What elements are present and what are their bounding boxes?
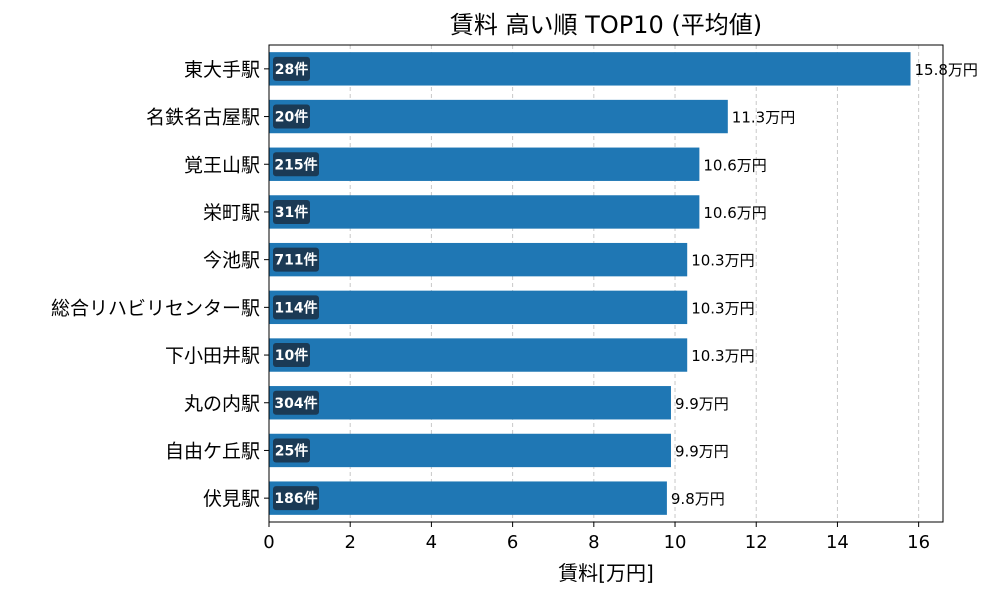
bar: [269, 338, 688, 372]
bar: [269, 242, 688, 277]
bar-value-label: 11.3万円: [732, 109, 795, 127]
bar-value-label: 10.6万円: [703, 204, 766, 222]
bar-value-label: 15.8万円: [915, 61, 978, 79]
category-label: 今池駅: [203, 250, 260, 272]
count-badge: [273, 343, 310, 368]
x-tick-label: 4: [426, 532, 437, 553]
bar: [269, 481, 667, 515]
bar: [269, 147, 700, 181]
count-label: 215件: [274, 156, 317, 173]
x-tick-label: 6: [507, 532, 518, 553]
y-axis-categories: 東大手駅名鉄名古屋駅覚王山駅栄町駅今池駅総合リハビリセンター駅下小田井駅丸の内駅…: [51, 59, 269, 510]
x-tick-label: 2: [344, 532, 355, 553]
bar-value-label: 9.9万円: [675, 395, 729, 413]
bar-value-label: 9.9万円: [675, 442, 729, 460]
bar-value-label: 10.6万円: [703, 156, 766, 174]
count-label: 186件: [274, 490, 317, 507]
count-label: 114件: [274, 299, 317, 316]
count-label: 25件: [275, 442, 308, 459]
x-tick-label: 12: [745, 532, 768, 553]
category-label: 覚王山駅: [184, 154, 260, 176]
category-label: 名鉄名古屋駅: [146, 107, 260, 129]
count-label: 28件: [275, 61, 308, 78]
bar: [269, 99, 728, 134]
category-label: 東大手駅: [184, 59, 260, 81]
count-label: 304件: [274, 395, 317, 412]
x-tick-label: 0: [263, 532, 274, 553]
count-label: 20件: [275, 109, 308, 126]
bar-value-label: 10.3万円: [691, 347, 754, 365]
bar-value-label: 10.3万円: [691, 252, 754, 270]
count-badge: [273, 438, 310, 463]
x-tick-label: 8: [588, 532, 599, 553]
bars: 15.8万円 28件 11.3万円 20件 10.6万円 215件 10.6万円 31件 10.…: [269, 52, 978, 515]
bar: [269, 290, 688, 325]
category-label: 伏見駅: [203, 488, 260, 510]
count-label: 711件: [274, 252, 317, 269]
category-label: 総合リハビリセンター駅: [51, 297, 260, 319]
category-label: 栄町駅: [203, 202, 260, 224]
count-label: 31件: [275, 204, 308, 221]
plot-frame: [268, 44, 944, 523]
bar: [269, 386, 671, 420]
x-tick-label: 16: [907, 532, 930, 553]
count-badge: [273, 486, 319, 511]
bar: [269, 52, 911, 86]
x-axis-label: 賃料[万円]: [558, 561, 654, 585]
x-axis-ticks: 0 2 4 6 8 10 12 14 16: [263, 522, 930, 553]
bar-value-label: 9.8万円: [671, 490, 725, 508]
category-label: 下小田井駅: [165, 345, 260, 367]
count-badge: [273, 390, 319, 415]
chart-title: 賃料 高い順 TOP10 (平均値): [450, 11, 762, 39]
x-tick-label: 14: [826, 532, 849, 553]
category-label: 自由ケ丘駅: [165, 440, 260, 462]
count-badge: [273, 199, 310, 224]
count-badge: [273, 56, 310, 81]
count-badge: [273, 104, 310, 129]
count-badge: [273, 152, 319, 177]
bar: [269, 195, 700, 229]
x-tick-label: 10: [664, 532, 687, 553]
bar-value-label: 10.3万円: [691, 299, 754, 317]
category-label: 丸の内駅: [184, 393, 260, 415]
count-badge: [273, 295, 319, 320]
bar: [269, 433, 671, 468]
count-badge: [273, 247, 319, 272]
count-label: 10件: [275, 347, 308, 364]
